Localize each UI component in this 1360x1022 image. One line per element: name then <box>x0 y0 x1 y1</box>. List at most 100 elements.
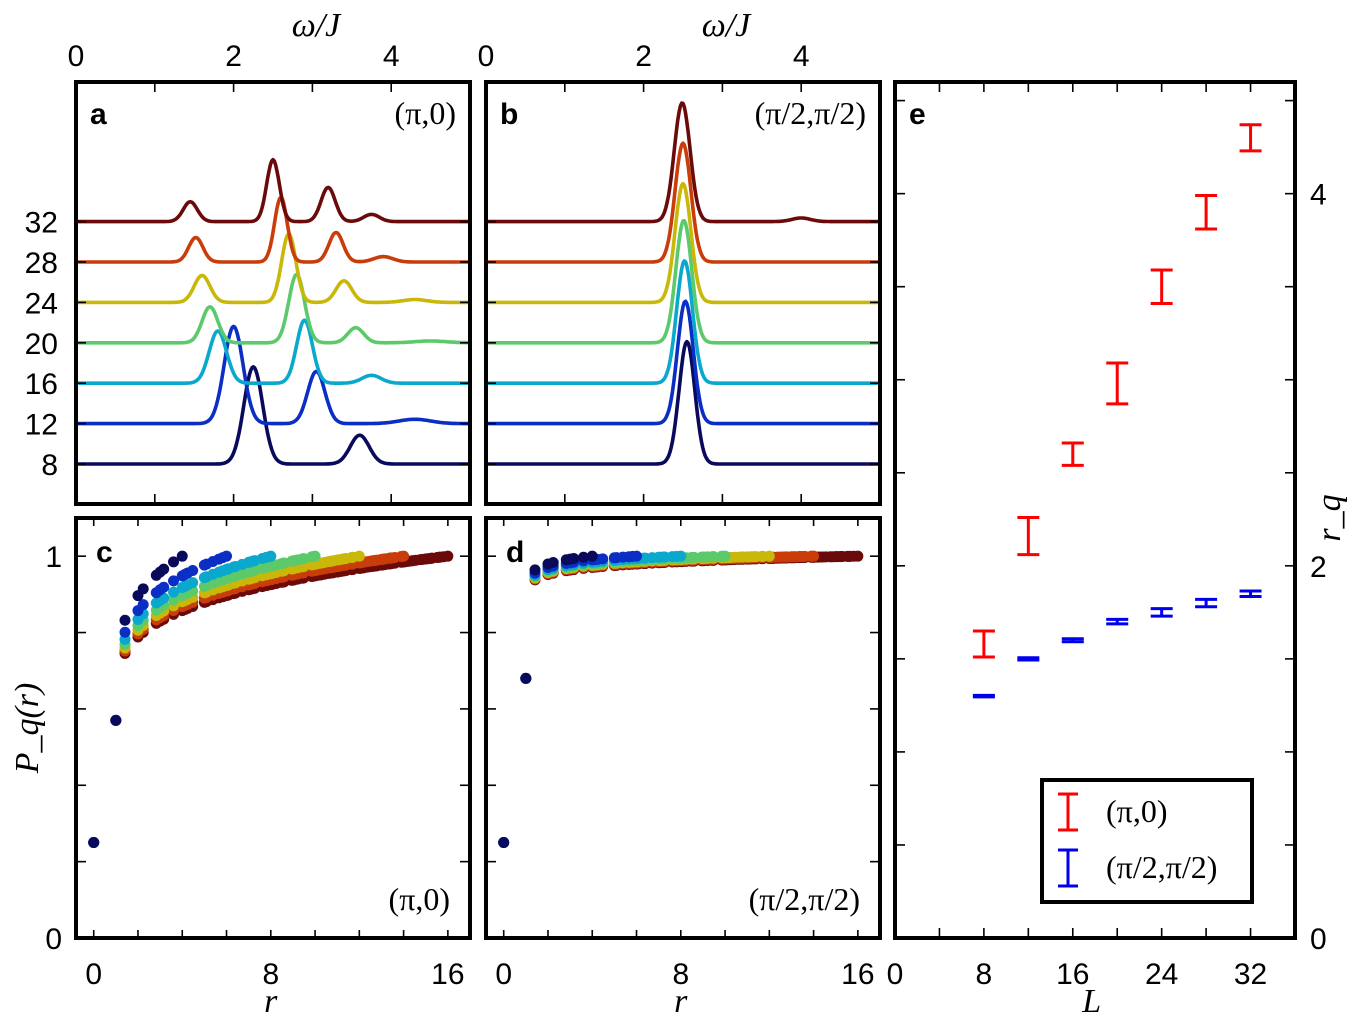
error-bar <box>1017 515 1040 557</box>
series-lines-b <box>486 101 880 466</box>
x-tick-label: 16 <box>431 958 464 991</box>
series-L-28 <box>498 550 820 849</box>
legend-label: (π/2,π/2) <box>1106 849 1217 885</box>
x-tick-label: 32 <box>1234 958 1267 991</box>
series-line-L-24 <box>76 232 470 305</box>
error-bar <box>1195 597 1218 609</box>
panel-frame <box>484 516 882 940</box>
legend-item: (π/2,π/2) <box>1058 848 1217 888</box>
legend-label: (π,0) <box>1106 793 1167 829</box>
series-L-8 <box>498 550 598 849</box>
x-tick-label: 16 <box>841 958 874 991</box>
x-tick-label: 8 <box>262 958 279 991</box>
data-point <box>568 553 580 565</box>
data-point <box>168 586 180 598</box>
series-line-L-16 <box>486 259 880 385</box>
data-point <box>498 837 510 849</box>
q-label: (π,0) <box>389 881 450 917</box>
data-point <box>808 550 820 562</box>
series-line-L-20 <box>486 218 880 345</box>
series-pi2-pi2 <box>972 589 1262 699</box>
legend-item: (π,0) <box>1058 792 1167 832</box>
x-tick-label: 8 <box>672 958 689 991</box>
y-tick-label: 0 <box>45 923 62 956</box>
error-bar <box>972 629 995 659</box>
error-bar <box>1195 194 1218 231</box>
series-line-L-20 <box>76 272 470 345</box>
error-bar <box>972 693 995 699</box>
x-axis-title: ω/J <box>702 7 752 44</box>
x-axis-title: ω/J <box>292 7 342 44</box>
x-axis-title: r <box>674 983 688 1020</box>
data-point <box>168 556 180 568</box>
system-size-label: 28 <box>25 247 58 280</box>
data-point <box>88 837 100 849</box>
legend-frame <box>1040 778 1254 904</box>
series-pi-0 <box>972 123 1262 659</box>
series-line-L-28 <box>76 195 470 264</box>
panel-c: 0 8 16 0 1 r P_q(r) c (π,0) <box>9 516 472 1020</box>
y-axis-title: P_q(r) <box>9 683 46 775</box>
series-L-32 <box>498 550 864 849</box>
x-tick-label: 0 <box>887 958 904 991</box>
x-tick-label: 0 <box>478 40 495 73</box>
data-point <box>137 599 149 611</box>
x-tick-label: 16 <box>1056 958 1089 991</box>
data-point <box>719 550 731 562</box>
data-point <box>119 626 131 638</box>
system-size-label: 16 <box>25 368 58 401</box>
panel-label: e <box>909 98 926 131</box>
data-point <box>221 550 233 562</box>
x-tick-label: 0 <box>495 958 512 991</box>
data-point <box>763 550 775 562</box>
panel-frame <box>893 80 1297 940</box>
data-point <box>708 551 720 563</box>
data-point <box>176 550 188 562</box>
data-point <box>442 550 454 562</box>
series-L-20 <box>498 550 731 849</box>
series-line-L-28 <box>486 141 880 264</box>
series-L-24 <box>498 550 775 849</box>
data-point <box>309 550 321 562</box>
data-point <box>158 581 170 593</box>
error-bar <box>1239 123 1262 153</box>
series-L-16 <box>498 550 687 849</box>
y-axis-title: r_q <box>1311 494 1348 541</box>
system-size-label: 20 <box>25 328 58 361</box>
x-tick-label: 24 <box>1145 958 1178 991</box>
panel-label: d <box>506 536 524 569</box>
series-L-8 <box>88 550 188 849</box>
series-line-L-8 <box>76 365 470 466</box>
system-size-label: 32 <box>25 207 58 240</box>
panel-label: b <box>500 98 518 131</box>
series-line-L-8 <box>486 339 880 466</box>
x-axis-title: r <box>264 983 278 1020</box>
series-line-L-32 <box>486 101 880 224</box>
data-point <box>398 550 410 562</box>
y-tick-label: 2 <box>1310 551 1327 584</box>
x-tick-label: 4 <box>793 40 810 73</box>
error-bar <box>1239 589 1262 599</box>
x-tick-label: 0 <box>85 958 102 991</box>
x-tick-label: 2 <box>225 40 242 73</box>
data-point <box>852 550 864 562</box>
data-point <box>547 557 559 569</box>
series-line-L-24 <box>486 181 880 305</box>
q-label: (π,0) <box>395 95 456 131</box>
data-point <box>353 550 365 562</box>
error-bar <box>1106 361 1129 406</box>
data-point <box>168 594 180 606</box>
system-size-label: 12 <box>25 409 58 442</box>
panel-frame <box>74 516 472 940</box>
data-point <box>529 564 541 576</box>
data-point <box>168 575 180 587</box>
y-tick-label: 1 <box>45 541 62 574</box>
panel-label: c <box>96 536 113 569</box>
x-axis-title: L <box>1081 983 1101 1020</box>
data-point <box>110 714 122 726</box>
y-tick-label: 4 <box>1310 179 1327 212</box>
system-size-label: 8 <box>41 449 58 482</box>
error-bar <box>1017 656 1040 662</box>
